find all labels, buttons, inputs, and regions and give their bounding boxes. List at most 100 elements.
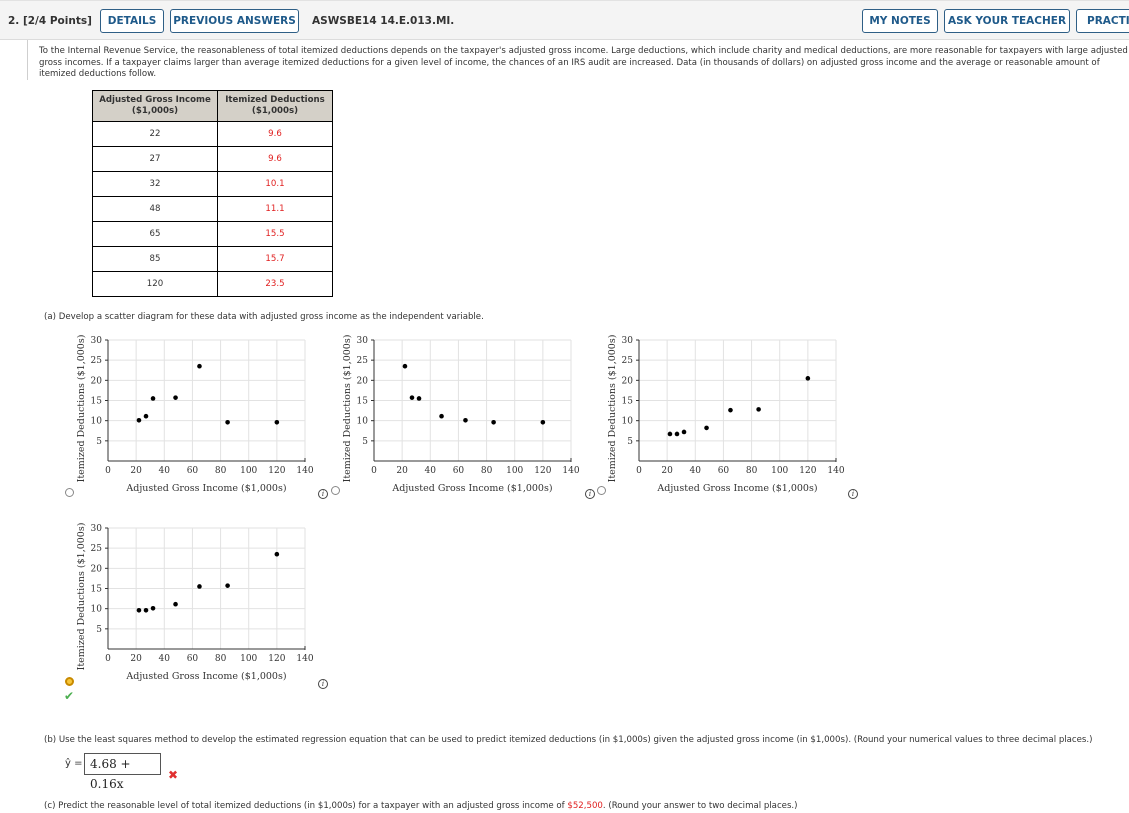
- option-3-radio[interactable]: [597, 486, 606, 495]
- income-cell: 32: [92, 171, 218, 197]
- svg-text:20: 20: [91, 376, 103, 386]
- part-c-prompt: (c) Predict the reasonable level of tota…: [44, 801, 798, 811]
- option-4-radio-selected[interactable]: [65, 677, 74, 686]
- svg-text:140: 140: [562, 466, 579, 476]
- scatter-option-4: 5 10 15 20 25 30 0 20 40 60 80 100 120 140 Adjusted Gr…: [72, 518, 322, 687]
- table-row: 22 9.6: [92, 121, 333, 147]
- table-row: 48 11.1: [92, 196, 333, 222]
- svg-text:Adjusted Gross Income ($1,000s: Adjusted Gross Income ($1,000s): [656, 483, 817, 494]
- table-row: 27 9.6: [92, 146, 333, 172]
- yhat-label: ŷ =: [65, 758, 83, 769]
- income-cell: 85: [92, 246, 218, 272]
- scatter-option-3: 5 10 15 20 25 30 0 20 40 60 80 100 120 140 Adjusted Gr…: [603, 330, 853, 499]
- svg-text:20: 20: [130, 466, 142, 476]
- table-row: 120 23.5: [92, 271, 333, 297]
- svg-text:20: 20: [661, 466, 673, 476]
- deduction-cell: 15.5: [217, 221, 333, 247]
- previous-answers-button[interactable]: PREVIOUS ANSWERS: [170, 9, 299, 33]
- svg-text:120: 120: [268, 466, 285, 476]
- svg-text:20: 20: [130, 654, 142, 664]
- svg-text:30: 30: [91, 336, 103, 346]
- svg-text:Adjusted Gross Income ($1,000s: Adjusted Gross Income ($1,000s): [391, 483, 552, 494]
- svg-text:15: 15: [622, 397, 634, 407]
- income-cell: 27: [92, 146, 218, 172]
- correct-check-icon: ✔: [64, 689, 75, 703]
- info-icon[interactable]: i: [318, 679, 328, 689]
- svg-text:20: 20: [396, 466, 408, 476]
- svg-text:Itemized Deductions ($1,000s): Itemized Deductions ($1,000s): [76, 523, 87, 671]
- part-c-text-end: . (Round your answer to two decimal plac…: [602, 801, 798, 811]
- question-number: 2. [2/4 Points]: [8, 15, 92, 27]
- practice-button[interactable]: PRACTICE: [1076, 9, 1129, 33]
- svg-text:30: 30: [622, 336, 634, 346]
- svg-text:120: 120: [534, 466, 551, 476]
- data-table: Adjusted Gross Income ($1,000s) Itemized…: [92, 90, 333, 297]
- svg-text:Adjusted Gross Income ($1,000s: Adjusted Gross Income ($1,000s): [125, 671, 286, 682]
- svg-text:10: 10: [622, 417, 634, 427]
- option-1-radio[interactable]: [65, 488, 74, 497]
- svg-text:Itemized Deductions ($1,000s): Itemized Deductions ($1,000s): [607, 335, 618, 483]
- svg-text:15: 15: [91, 397, 103, 407]
- svg-text:120: 120: [799, 466, 816, 476]
- part-c-text: (c) Predict the reasonable level of tota…: [44, 801, 568, 811]
- info-icon[interactable]: i: [848, 489, 858, 499]
- info-icon[interactable]: i: [318, 489, 328, 499]
- scatter-option-2: 5 10 15 20 25 30 0 20 40 60 80 100 120 140 Adjusted Gr…: [338, 330, 588, 499]
- regression-equation-input[interactable]: 4.68 + 0.16x: [84, 753, 161, 791]
- deduction-cell: 23.5: [217, 271, 333, 297]
- svg-text:25: 25: [357, 356, 369, 366]
- svg-text:120: 120: [268, 654, 285, 664]
- svg-text:20: 20: [357, 376, 369, 386]
- deduction-cell: 10.1: [217, 171, 333, 197]
- income-cell: 120: [92, 271, 218, 297]
- svg-text:15: 15: [357, 397, 369, 407]
- svg-text:80: 80: [481, 466, 493, 476]
- svg-text:10: 10: [357, 417, 369, 427]
- svg-text:30: 30: [91, 524, 103, 534]
- svg-text:100: 100: [240, 654, 257, 664]
- income-highlight: $52,500: [567, 801, 603, 811]
- problem-code: ASWSBE14 14.E.013.MI.: [312, 15, 455, 27]
- svg-text:5: 5: [627, 437, 633, 447]
- problem-intro: To the Internal Revenue Service, the rea…: [39, 46, 1128, 79]
- svg-text:40: 40: [159, 466, 171, 476]
- details-button[interactable]: DETAILS: [100, 9, 164, 33]
- svg-text:15: 15: [91, 585, 103, 595]
- divider: [27, 40, 28, 80]
- svg-text:80: 80: [746, 466, 758, 476]
- svg-text:30: 30: [357, 336, 369, 346]
- option-2-radio[interactable]: [331, 486, 340, 495]
- my-notes-button[interactable]: MY NOTES: [862, 9, 938, 33]
- part-b-prompt: (b) Use the least squares method to deve…: [44, 735, 1093, 745]
- scatter-option-1: 5 10 15 20 25 30 0 20 40 60 80 100 120 140 Adjusted Gr…: [72, 330, 322, 499]
- svg-text:25: 25: [91, 356, 103, 366]
- column-header-income: Adjusted Gross Income ($1,000s): [92, 90, 218, 122]
- svg-text:20: 20: [622, 376, 634, 386]
- svg-text:0: 0: [636, 466, 642, 476]
- part-a-prompt: (a) Develop a scatter diagram for these …: [44, 312, 484, 322]
- info-icon[interactable]: i: [585, 489, 595, 499]
- svg-text:10: 10: [91, 605, 103, 615]
- svg-text:60: 60: [718, 466, 730, 476]
- income-cell: 48: [92, 196, 218, 222]
- question-header: 2. [2/4 Points] DETAILS PREVIOUS ANSWERS…: [0, 0, 1129, 40]
- svg-text:60: 60: [187, 654, 199, 664]
- svg-text:5: 5: [362, 437, 368, 447]
- column-header-deductions: Itemized Deductions ($1,000s): [217, 90, 333, 122]
- svg-text:Itemized Deductions ($1,000s): Itemized Deductions ($1,000s): [342, 335, 353, 483]
- svg-text:40: 40: [425, 466, 437, 476]
- svg-text:40: 40: [159, 654, 171, 664]
- svg-text:60: 60: [187, 466, 199, 476]
- svg-text:140: 140: [827, 466, 844, 476]
- table-row: 85 15.7: [92, 246, 333, 272]
- income-cell: 65: [92, 221, 218, 247]
- svg-text:100: 100: [771, 466, 788, 476]
- svg-text:20: 20: [91, 564, 103, 574]
- svg-text:5: 5: [96, 625, 102, 635]
- deduction-cell: 11.1: [217, 196, 333, 222]
- ask-your-teacher-button[interactable]: ASK YOUR TEACHER: [944, 9, 1070, 33]
- table-row: 65 15.5: [92, 221, 333, 247]
- deduction-cell: 15.7: [217, 246, 333, 272]
- svg-text:40: 40: [690, 466, 702, 476]
- svg-text:25: 25: [622, 356, 634, 366]
